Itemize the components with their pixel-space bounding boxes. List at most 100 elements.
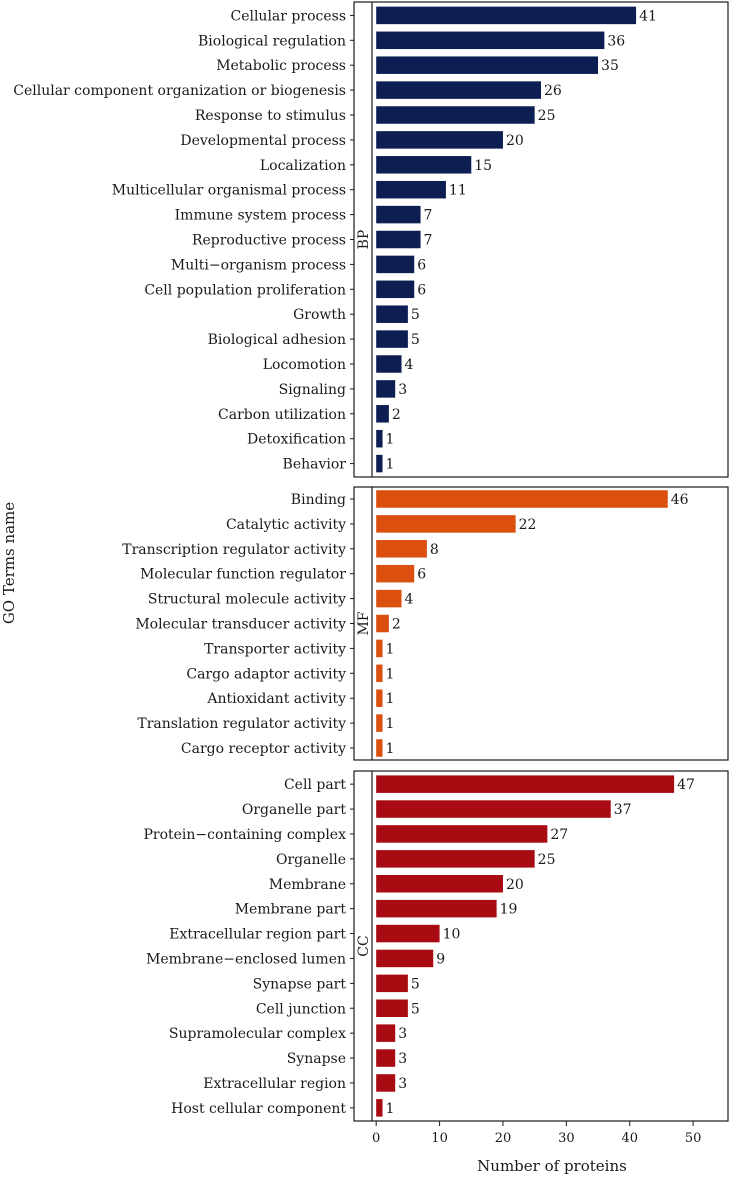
category-label: Developmental process xyxy=(180,133,346,149)
bar-value-label: 5 xyxy=(411,307,420,323)
category-label: Multicellular organismal process xyxy=(112,183,346,199)
bar-value-label: 5 xyxy=(411,332,420,348)
bar xyxy=(376,540,427,558)
bar-value-label: 25 xyxy=(538,108,556,124)
bar-value-label: 6 xyxy=(417,282,426,298)
category-label: Transcription regulator activity xyxy=(122,542,346,558)
bar-value-label: 2 xyxy=(392,407,401,423)
bar xyxy=(376,664,383,683)
bar-value-label: 3 xyxy=(398,1076,407,1092)
bar-value-label: 15 xyxy=(474,158,492,174)
category-label: Biological adhesion xyxy=(208,332,346,348)
category-label: Supramolecular complex xyxy=(169,1026,346,1042)
bar xyxy=(376,131,503,149)
bar-value-label: 19 xyxy=(500,902,518,918)
category-label: Transporter activity xyxy=(204,641,346,657)
bar xyxy=(376,180,446,199)
panel-mf: MF Binding 46 Catalytic activity 22 Transcrip… xyxy=(122,486,729,761)
category-label: Cargo adaptor activity xyxy=(186,666,346,682)
x-tick-label: 30 xyxy=(558,1131,575,1146)
category-label: Biological regulation xyxy=(198,33,346,49)
category-label: Membrane xyxy=(269,877,346,893)
bar xyxy=(376,589,402,608)
x-tick-label: 20 xyxy=(495,1131,512,1146)
bar xyxy=(376,800,611,818)
bar xyxy=(376,429,383,448)
bar-value-label: 5 xyxy=(411,1001,420,1017)
bar xyxy=(376,775,675,793)
category-label: Metabolic process xyxy=(216,58,346,74)
bar-value-label: 1 xyxy=(386,1101,395,1117)
x-axis-title: Number of proteins xyxy=(477,1157,627,1175)
bar xyxy=(376,31,605,50)
category-label: Translation regulator activity xyxy=(137,716,346,732)
bar-value-label: 4 xyxy=(405,357,414,373)
category-label: Cellular process xyxy=(230,8,346,24)
bar xyxy=(376,106,535,124)
bar xyxy=(376,515,516,533)
bar xyxy=(376,255,415,274)
category-label: Extracellular region part xyxy=(169,927,346,943)
bar-value-label: 7 xyxy=(424,208,433,224)
category-label: Localization xyxy=(260,158,346,174)
x-tick-label: 50 xyxy=(685,1131,702,1146)
bar-value-label: 1 xyxy=(386,666,395,682)
bar-value-label: 11 xyxy=(449,183,467,199)
bar xyxy=(376,875,503,893)
bar-value-label: 27 xyxy=(550,827,568,843)
bar xyxy=(376,280,415,299)
bar xyxy=(376,825,548,843)
bar xyxy=(376,56,599,74)
bar-value-label: 36 xyxy=(607,33,625,49)
category-label: Protein−containing complex xyxy=(143,827,346,843)
bar-value-label: 3 xyxy=(398,382,407,398)
bar xyxy=(376,6,637,25)
panel-strip-label: CC xyxy=(356,935,372,956)
bar-value-label: 20 xyxy=(506,133,524,149)
category-label: Structural molecule activity xyxy=(148,592,346,608)
bar-value-label: 10 xyxy=(443,927,461,943)
bar xyxy=(376,614,389,633)
bar-value-label: 2 xyxy=(392,617,401,633)
bar-value-label: 1 xyxy=(386,741,395,757)
bar xyxy=(376,230,421,249)
category-label: Synapse xyxy=(287,1051,346,1067)
bar-value-label: 4 xyxy=(405,592,414,608)
category-label: Signaling xyxy=(279,382,346,398)
bar-value-label: 35 xyxy=(601,58,619,74)
category-label: Cell junction xyxy=(256,1001,346,1017)
category-label: Organelle part xyxy=(242,802,346,818)
x-axis: 0 10 20 30 40 50 xyxy=(372,1121,701,1146)
bar xyxy=(376,380,396,398)
bar xyxy=(376,924,440,943)
panel-cc: CC Cell part 47 Organelle part 37 Protein−con… xyxy=(143,770,729,1122)
bar xyxy=(376,714,383,732)
panels-layer: BP Cellular process 4 1 Biological regulatio… xyxy=(13,1,729,1122)
category-label: Organelle xyxy=(276,852,346,868)
x-tick-label: 0 xyxy=(372,1131,380,1146)
bar xyxy=(376,949,434,968)
category-label: Cellular component organization or bioge… xyxy=(13,83,346,99)
category-label: Locomotion xyxy=(263,357,346,373)
category-label: Cell part xyxy=(284,777,346,793)
bar-value-label: 9 xyxy=(436,951,445,967)
bar-value-label: 46 xyxy=(671,492,689,508)
bar-value-label: 1 xyxy=(386,716,395,732)
category-label: Multi−organism process xyxy=(171,257,346,273)
bar-value-label: 3 xyxy=(398,1051,407,1067)
bar xyxy=(376,899,497,918)
bar xyxy=(376,1074,396,1092)
bar-value-label: 6 xyxy=(417,257,426,273)
bar xyxy=(376,330,408,348)
x-tick-label: 10 xyxy=(431,1131,448,1146)
panel-strip-label: BP xyxy=(356,230,372,250)
bar xyxy=(376,355,402,373)
bar xyxy=(376,405,389,423)
bar xyxy=(376,454,383,473)
bar-value-label: 7 xyxy=(424,233,433,249)
bar xyxy=(376,156,472,174)
bar-value-label: 47 xyxy=(677,777,695,793)
